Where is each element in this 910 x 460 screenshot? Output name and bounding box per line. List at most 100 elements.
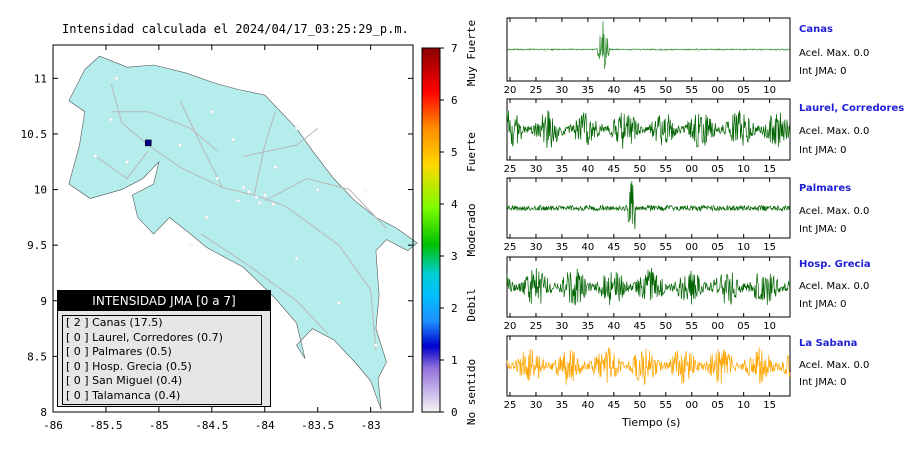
time-tick-label: 10 — [737, 242, 750, 253]
map-frame — [52, 44, 414, 413]
time-tick-label: 50 — [633, 164, 646, 175]
waveform — [506, 347, 791, 386]
map-title: Intensidad calculada el 2024/04/17_03:25… — [62, 22, 409, 36]
colorbar-label: Muy Fuerte — [465, 20, 478, 86]
waveform — [506, 110, 791, 149]
time-tick-label: 50 — [633, 400, 646, 411]
time-tick-label: 30 — [530, 400, 543, 411]
time-tick-label: 00 — [711, 321, 724, 332]
time-tick-label: 35 — [556, 400, 569, 411]
colorbar-tick-label: 0 — [451, 406, 458, 419]
time-tick-label: 05 — [711, 400, 724, 411]
station-marker — [145, 139, 152, 147]
town-marker — [310, 330, 315, 334]
time-tick-label: 10 — [737, 400, 750, 411]
town-marker — [109, 117, 113, 122]
station-int: Int JMA: 0 — [799, 145, 847, 156]
colorbar-tick-label: 7 — [451, 42, 458, 55]
time-tick-label: 50 — [659, 321, 672, 332]
station-acel: Acel. Max. 0.0 — [799, 126, 870, 137]
x-tick-label: -84 — [255, 419, 275, 432]
time-tick-label: 05 — [711, 164, 724, 175]
road — [111, 111, 218, 152]
x-tick-label: -84.5 — [195, 419, 228, 432]
waveform — [506, 21, 791, 69]
station-name: La Sabana — [799, 338, 858, 349]
road — [243, 128, 319, 157]
time-tick-label: 30 — [556, 321, 569, 332]
station-name: Canas — [799, 24, 833, 35]
time-tick-label: 55 — [659, 164, 672, 175]
town-marker — [209, 109, 214, 114]
time-tick-label: 00 — [685, 164, 698, 175]
time-tick-label: 50 — [659, 85, 672, 96]
town-marker — [231, 137, 235, 142]
time-tick-label: 40 — [607, 321, 620, 332]
station-int: Int JMA: 0 — [799, 224, 847, 235]
legend-item: [ 0 ] Talamanca (0.4) — [66, 388, 181, 402]
town-marker — [236, 198, 241, 203]
legend-item: [ 0 ] Laurel, Corredores (0.7) — [66, 330, 223, 344]
town-marker — [273, 165, 278, 170]
road — [200, 233, 329, 335]
colorbar-label: No sentido — [465, 359, 478, 425]
time-tick-label: 55 — [659, 242, 672, 253]
legend-list: [ 2 ] Canas (17.5) [ 0 ] Laurel, Corredo… — [62, 315, 262, 405]
town-marker — [188, 243, 193, 247]
time-tick-label: 20 — [504, 321, 517, 332]
town-marker — [254, 195, 259, 200]
town-marker — [294, 256, 299, 261]
time-tick-label: 30 — [530, 242, 543, 253]
station-acel: Acel. Max. 0.0 — [799, 48, 870, 59]
time-tick-label: 45 — [607, 400, 620, 411]
time-tick-label: 00 — [711, 85, 724, 96]
time-tick-label: 10 — [763, 85, 776, 96]
road — [95, 150, 149, 180]
waveform — [506, 267, 791, 306]
town-marker — [262, 193, 267, 197]
y-tick-label: 8.5 — [27, 350, 47, 363]
town-marker — [374, 343, 378, 348]
legend-item: [ 0 ] Hosp. Grecia (0.5) — [66, 359, 192, 373]
station-int: Int JMA: 0 — [799, 299, 847, 310]
colorbar-tick-label: 4 — [451, 198, 458, 211]
time-tick-label: 25 — [530, 85, 543, 96]
colorbar-tick-label: 5 — [451, 146, 458, 159]
station-int: Int JMA: 0 — [799, 66, 847, 77]
time-tick-label: 15 — [763, 400, 776, 411]
town-marker — [257, 201, 262, 205]
time-tick-label: 40 — [582, 400, 595, 411]
road — [264, 177, 387, 229]
y-tick-label: 10.5 — [21, 128, 48, 141]
legend-item: [ 0 ] San Miguel (0.4) — [66, 374, 183, 388]
time-tick-label: 35 — [582, 85, 595, 96]
time-tick-label: 35 — [556, 164, 569, 175]
colorbar-tick-label: 3 — [451, 250, 458, 263]
time-tick-label: 20 — [504, 85, 517, 96]
time-tick-label: 25 — [504, 400, 517, 411]
station-acel: Acel. Max. 0.0 — [799, 360, 870, 371]
time-axis-label: Tiempo (s) — [622, 416, 681, 429]
station-name: Hosp. Grecia — [799, 259, 871, 270]
y-tick-label: 11 — [34, 72, 47, 85]
colorbar-tick-label: 2 — [451, 302, 458, 315]
time-tick-label: 40 — [607, 85, 620, 96]
road — [253, 111, 276, 196]
time-tick-label: 05 — [737, 321, 750, 332]
time-tick-label: 25 — [504, 164, 517, 175]
town-marker — [204, 215, 209, 220]
time-tick-label: 45 — [633, 85, 646, 96]
town-marker — [114, 76, 119, 81]
town-marker — [178, 143, 182, 147]
station-name: Palmares — [799, 183, 852, 194]
waveform — [506, 180, 791, 230]
time-tick-label: 45 — [607, 164, 620, 175]
y-tick-label: 9.5 — [27, 239, 47, 252]
x-tick-label: -83.5 — [301, 419, 334, 432]
station-acel: Acel. Max. 0.0 — [799, 281, 870, 292]
time-tick-label: 45 — [633, 321, 646, 332]
time-tick-label: 30 — [530, 164, 543, 175]
town-marker — [337, 301, 341, 305]
x-tick-label: -86 — [43, 419, 63, 432]
town-marker — [93, 154, 98, 158]
